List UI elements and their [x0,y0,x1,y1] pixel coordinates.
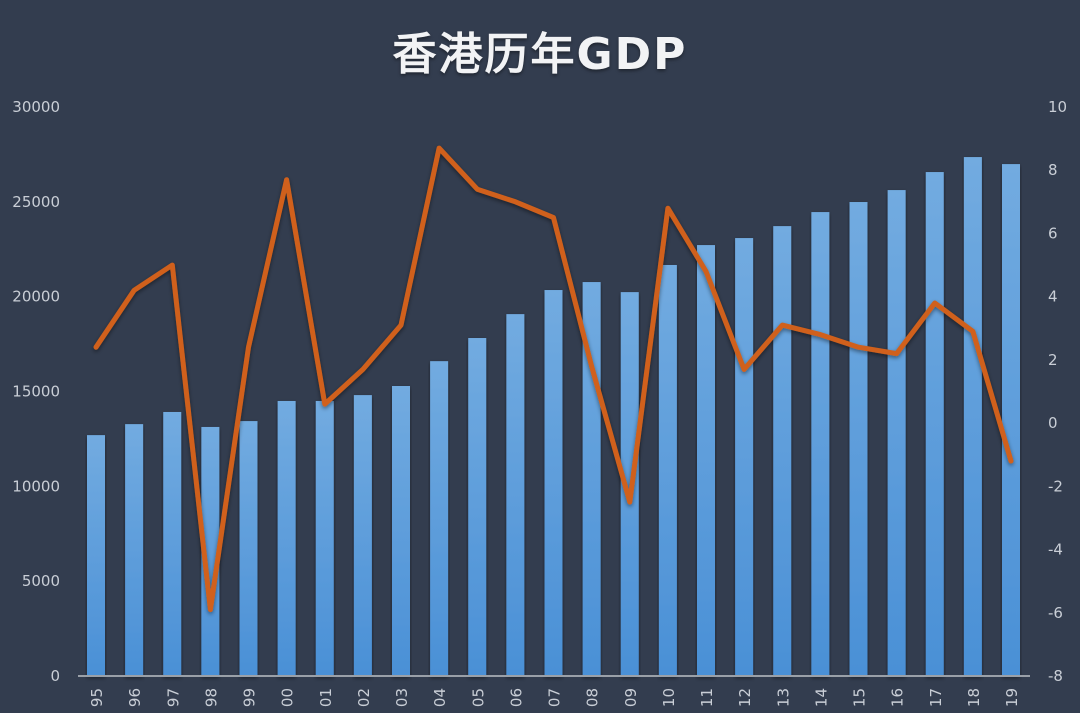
y2-tick-label: -2 [1048,477,1063,495]
bar [430,361,449,676]
x-tick-label: 01 [317,688,335,707]
y2-tick-label: -6 [1048,604,1063,622]
y2-tick-label: 8 [1048,161,1058,179]
y-tick-label: 25000 [12,193,60,211]
chart-title: 香港历年GDP [392,29,688,80]
bar [163,411,182,676]
x-tick-label: 96 [126,688,144,707]
x-tick-label: 07 [546,688,564,707]
growth-line [93,145,1014,613]
bar [735,238,754,676]
bar [887,190,906,676]
x-tick-label: 00 [279,688,297,707]
x-tick-label: 14 [812,688,830,707]
x-tick-label: 06 [507,688,525,707]
bar [1002,164,1020,676]
bar [811,212,830,677]
x-tick-label: 99 [241,688,259,707]
y-tick-label: 30000 [12,98,60,116]
bar [849,202,868,676]
bar [125,424,144,676]
bar [201,426,220,676]
x-tick-label: 03 [393,688,411,707]
y-tick-label: 15000 [12,383,60,401]
bar [773,226,792,677]
x-tick-label: 02 [355,688,373,707]
x-tick-label: 16 [889,688,907,707]
y-tick-label: 0 [50,667,60,685]
y2-tick-label: -8 [1048,667,1063,685]
bar [87,435,105,676]
x-tick-label: 13 [774,688,792,707]
x-tick-label: 12 [736,688,754,707]
y-tick-label: 10000 [12,477,60,495]
x-tick-label: 19 [1003,688,1021,707]
bar [392,385,410,676]
bar [315,400,334,676]
y2-tick-label: 10 [1048,98,1067,116]
bar [353,395,372,676]
x-tick-label: 15 [851,688,869,707]
y-axis-right: 10 8 6 4 2 0 -2 -4 -6 -8 [1048,98,1067,685]
x-tick-label: 98 [202,688,220,707]
bar [544,290,563,676]
x-tick-label: 18 [965,688,983,707]
y-tick-label: 5000 [22,572,60,590]
x-tick-label: 08 [584,688,602,707]
y2-tick-label: 0 [1048,414,1058,432]
bar [925,172,944,676]
y-axis-left: 30000 25000 20000 15000 10000 5000 0 [12,98,60,685]
y2-tick-label: 4 [1048,288,1058,306]
x-axis: 95 96 97 98 99 00 01 02 03 04 05 06 07 08 09 10 11 12 13 14… [88,688,1021,707]
x-tick-label: 10 [660,688,678,707]
bar [658,264,677,676]
y-tick-label: 20000 [12,288,60,306]
x-tick-label: 97 [164,688,182,707]
bar [277,400,296,676]
bar [963,157,982,676]
y2-tick-label: -4 [1048,541,1063,559]
line-series [93,145,1014,613]
x-tick-label: 11 [698,688,716,707]
x-tick-label: 05 [469,688,487,707]
x-tick-label: 95 [88,688,106,707]
y2-tick-label: 6 [1048,224,1058,242]
x-tick-label: 09 [622,688,640,707]
bar [697,245,715,676]
bar [506,314,525,676]
x-tick-label: 17 [927,688,945,707]
bar-series [87,157,1020,677]
bar [239,421,258,676]
y2-tick-label: 2 [1048,351,1058,369]
x-tick-label: 04 [431,688,449,707]
bar [468,338,487,676]
